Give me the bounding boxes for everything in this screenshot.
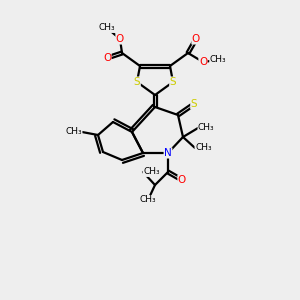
Text: CH₃: CH₃ [195, 143, 211, 152]
Text: O: O [192, 34, 200, 44]
Text: CH₃: CH₃ [143, 167, 160, 176]
Text: CH₃: CH₃ [99, 23, 115, 32]
Text: S: S [170, 77, 176, 87]
Text: O: O [178, 175, 186, 185]
Text: O: O [199, 57, 207, 67]
Text: CH₃: CH₃ [65, 128, 82, 136]
Text: O: O [103, 53, 111, 63]
Text: S: S [191, 99, 197, 109]
Text: S: S [134, 77, 140, 87]
Text: CH₃: CH₃ [198, 124, 214, 133]
Text: CH₃: CH₃ [210, 56, 226, 64]
Text: CH₃: CH₃ [140, 196, 156, 205]
Text: O: O [116, 34, 124, 44]
Text: N: N [164, 148, 172, 158]
